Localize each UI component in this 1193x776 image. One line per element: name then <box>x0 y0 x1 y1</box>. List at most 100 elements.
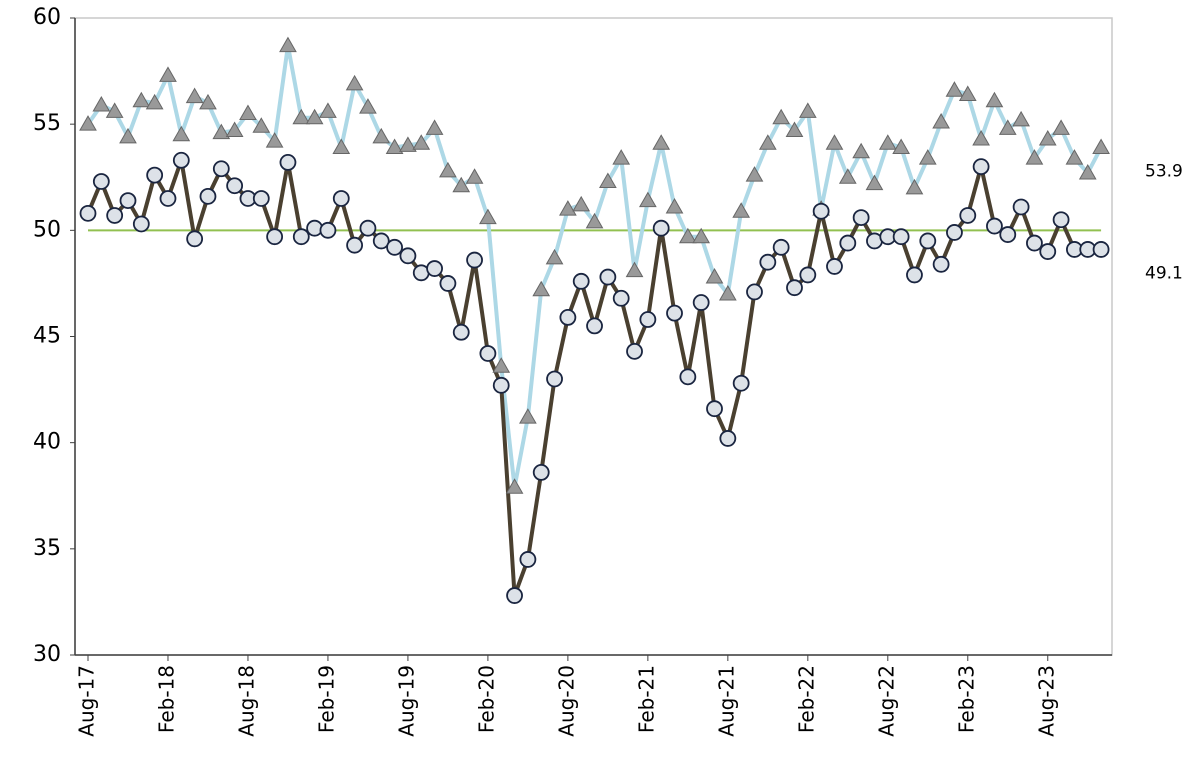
marker <box>452 323 470 341</box>
end-label: 53.9 <box>1145 162 1183 182</box>
x-tick-label: Aug-21 <box>714 665 738 737</box>
marker <box>838 168 857 184</box>
marker <box>679 368 697 386</box>
marker <box>1065 149 1084 165</box>
marker <box>545 248 564 265</box>
marker <box>145 93 164 110</box>
marker <box>132 91 151 108</box>
marker <box>572 195 591 212</box>
marker <box>919 232 937 250</box>
marker <box>332 190 350 207</box>
marker <box>892 228 910 246</box>
marker <box>92 96 111 112</box>
marker <box>625 261 644 278</box>
y-tick-label: 55 <box>33 111 61 136</box>
marker <box>745 166 764 182</box>
marker <box>986 217 1003 235</box>
marker <box>332 138 351 155</box>
marker <box>372 127 391 144</box>
marker <box>252 190 270 207</box>
marker <box>252 117 271 133</box>
marker <box>719 430 737 447</box>
marker <box>692 227 711 244</box>
marker <box>559 200 577 216</box>
marker <box>652 134 671 150</box>
marker <box>1012 110 1030 127</box>
marker <box>732 202 751 218</box>
marker <box>479 345 497 362</box>
marker <box>159 66 177 82</box>
marker <box>359 98 377 114</box>
marker <box>399 247 417 265</box>
marker <box>1039 243 1057 260</box>
marker <box>998 119 1017 135</box>
x-tick-label: Aug-19 <box>394 665 418 737</box>
marker <box>106 207 124 224</box>
marker <box>825 134 844 150</box>
marker <box>946 224 963 241</box>
marker <box>505 478 524 494</box>
x-tick-label: Aug-18 <box>234 665 258 737</box>
marker <box>452 176 471 193</box>
marker <box>799 266 817 284</box>
marker <box>279 36 297 53</box>
marker <box>79 204 97 222</box>
y-tick-label: 35 <box>33 536 61 561</box>
y-tick-label: 40 <box>33 430 61 455</box>
marker <box>972 158 990 176</box>
x-tick-label: Feb-20 <box>474 665 498 733</box>
marker <box>1025 149 1044 165</box>
marker <box>852 142 871 159</box>
marker <box>346 236 364 254</box>
marker <box>492 376 510 394</box>
marker <box>185 87 204 104</box>
marker <box>639 311 657 328</box>
marker <box>652 219 670 237</box>
x-tick-label: Aug-22 <box>874 665 898 737</box>
marker <box>1078 163 1097 180</box>
marker <box>798 102 817 118</box>
y-tick-label: 60 <box>33 5 61 30</box>
end-label: 49.1 <box>1145 263 1183 283</box>
marker <box>1052 119 1070 135</box>
marker <box>319 221 337 239</box>
marker <box>426 260 443 277</box>
marker <box>905 178 924 195</box>
marker <box>279 153 297 171</box>
marker <box>132 215 150 233</box>
marker <box>225 121 244 138</box>
marker <box>758 134 777 150</box>
x-tick-label: Feb-22 <box>794 665 818 733</box>
marker <box>212 123 231 140</box>
x-tick-label: Aug-23 <box>1034 665 1058 737</box>
marker <box>732 374 750 392</box>
x-tick-label: Feb-21 <box>634 665 658 733</box>
marker <box>1012 198 1030 216</box>
marker <box>666 304 683 322</box>
marker <box>1092 138 1110 155</box>
marker <box>186 230 204 248</box>
x-tick-label: Aug-17 <box>75 665 99 737</box>
marker <box>1052 211 1070 229</box>
marker <box>119 192 137 210</box>
marker <box>425 119 444 135</box>
marker <box>638 191 657 208</box>
marker <box>172 125 191 142</box>
marker <box>239 104 257 121</box>
marker <box>865 174 884 191</box>
marker <box>359 219 377 237</box>
marker <box>892 138 910 155</box>
marker <box>345 74 364 91</box>
y-tick-label: 50 <box>33 217 61 242</box>
marker <box>532 463 550 481</box>
marker <box>559 308 577 326</box>
marker <box>959 207 977 224</box>
marker <box>372 232 390 250</box>
marker <box>718 285 737 301</box>
marker <box>506 587 523 604</box>
marker <box>906 266 923 284</box>
marker <box>932 255 950 273</box>
marker <box>1026 234 1043 252</box>
